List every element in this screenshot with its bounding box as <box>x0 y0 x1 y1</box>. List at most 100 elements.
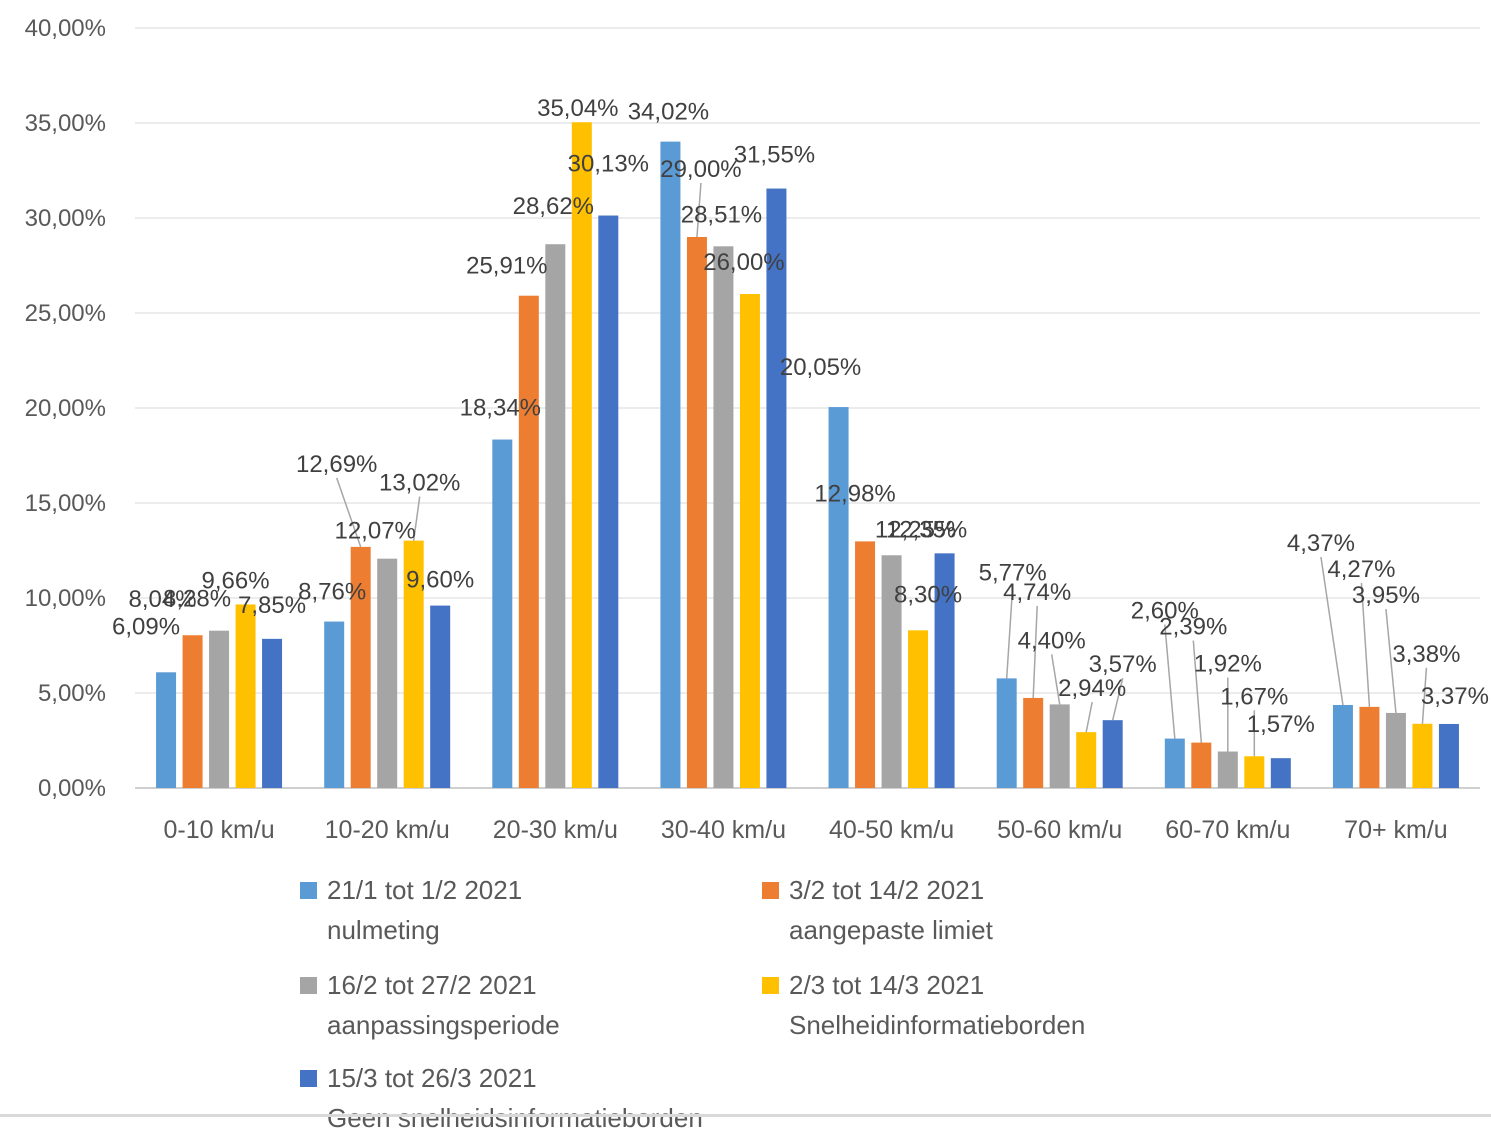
legend-label: 2/3 tot 14/3 2021 Snelheidinformatiebord… <box>789 970 1086 1040</box>
data-label: 26,00% <box>703 249 784 276</box>
data-label: 9,66% <box>202 567 270 594</box>
data-label: 6,09% <box>112 613 180 640</box>
label-leader-lines <box>335 182 1428 757</box>
bar <box>766 188 787 789</box>
y-tick-label: 25,00% <box>25 300 106 327</box>
bar <box>235 604 256 788</box>
y-tick-label: 35,00% <box>25 110 106 137</box>
data-label: 25,91% <box>466 253 547 280</box>
data-label: 1,92% <box>1194 651 1262 678</box>
bar <box>350 546 371 788</box>
bar <box>262 638 283 788</box>
data-label: 5,77% <box>979 559 1047 586</box>
data-label: 12,07% <box>334 518 415 545</box>
x-tick-label: 20-30 km/u <box>493 816 618 844</box>
data-label: 34,02% <box>628 99 709 126</box>
legend-swatch <box>300 977 317 994</box>
leader-line <box>1005 586 1014 679</box>
data-label: 8,30% <box>894 581 962 608</box>
data-label: 12,25% <box>875 516 956 543</box>
bar <box>996 678 1017 788</box>
bar <box>1385 712 1406 788</box>
x-tick-label: 50-60 km/u <box>997 816 1122 844</box>
bar <box>1164 738 1185 788</box>
data-label: 9,60% <box>406 567 474 594</box>
data-label: 12,69% <box>296 451 377 478</box>
bottom-border <box>0 1114 1491 1117</box>
x-tick-label: 0-10 km/u <box>163 816 274 844</box>
leader-line <box>412 496 421 541</box>
legend-label: 16/2 tot 27/2 2021 aanpassingsperiode <box>327 970 560 1040</box>
y-tick-label: 40,00% <box>25 15 106 42</box>
bar <box>881 555 902 788</box>
bar <box>855 541 876 788</box>
leader-line <box>1164 624 1176 739</box>
data-labels: 6,09% 8,76% 18,34% 34,02% 20,05% 5,77% 2,60% 4,… <box>112 95 1489 738</box>
bar <box>1270 758 1291 788</box>
bar <box>324 621 345 788</box>
data-label: 28,62% <box>513 193 594 220</box>
bar <box>1102 720 1123 788</box>
data-label: 3,57% <box>1089 651 1157 678</box>
leader-line <box>335 477 362 548</box>
bar-chart: 0,00% 5,00% 10,00% 15,00% 20,00% 25,00% 30,00%… <box>25 15 1489 844</box>
bar <box>660 141 681 788</box>
data-label: 20,05% <box>780 354 861 381</box>
leader-line <box>1320 556 1344 706</box>
bar <box>518 295 539 788</box>
bar <box>1412 723 1433 788</box>
data-label: 12,35% <box>886 516 967 543</box>
bar <box>1076 732 1097 788</box>
bar <box>182 635 203 788</box>
y-tick-label: 5,00% <box>38 680 106 707</box>
bar <box>377 558 398 788</box>
x-tick-label: 70+ km/u <box>1344 816 1448 844</box>
legend-label: 3/2 tot 14/2 2021 aangepaste limiet <box>789 875 993 945</box>
x-axis-ticks: 0-10 km/u 10-20 km/u 20-30 km/u 30-40 km/u 4… <box>163 816 1447 844</box>
data-label: 18,34% <box>460 395 541 422</box>
data-label: 3,95% <box>1352 582 1420 609</box>
leader-line <box>1032 605 1038 698</box>
data-label: 29,00% <box>660 156 741 183</box>
leader-line <box>696 182 702 238</box>
data-label: 4,74% <box>1003 579 1071 606</box>
data-label: 13,02% <box>379 470 460 497</box>
y-tick-label: 30,00% <box>25 205 106 232</box>
bar <box>1049 704 1070 788</box>
legend-swatch <box>762 882 779 899</box>
data-label: 2,94% <box>1058 675 1126 702</box>
x-tick-label: 60-70 km/u <box>1165 816 1290 844</box>
bar <box>1023 697 1044 788</box>
bar <box>492 439 513 788</box>
data-label: 4,40% <box>1018 627 1086 654</box>
data-label: 4,37% <box>1287 530 1355 557</box>
y-axis-ticks: 0,00% 5,00% 10,00% 15,00% 20,00% 25,00% 30,00%… <box>25 15 106 802</box>
y-tick-label: 10,00% <box>25 585 106 612</box>
bar <box>828 407 849 788</box>
bar <box>1244 756 1265 788</box>
legend-swatch <box>300 1070 317 1087</box>
data-label: 8,76% <box>298 579 366 606</box>
y-tick-label: 0,00% <box>38 775 106 802</box>
data-label: 3,37% <box>1421 683 1489 710</box>
bar <box>1332 704 1353 788</box>
data-label: 1,57% <box>1247 711 1315 738</box>
y-tick-label: 20,00% <box>25 395 106 422</box>
data-label: 28,51% <box>681 201 762 228</box>
bar <box>686 237 707 788</box>
bar <box>545 244 566 789</box>
bar <box>1359 706 1380 788</box>
leader-line <box>1085 701 1093 733</box>
data-label: 2,60% <box>1131 598 1199 625</box>
legend: 21/1 tot 1/2 2021 nulmeting 3/2 tot 14/2… <box>300 870 1300 1133</box>
data-label: 8,04% <box>129 586 197 613</box>
leader-line <box>1192 640 1203 743</box>
legend-label: 15/3 tot 26/3 2021 Geen snelheidsinforma… <box>327 1063 703 1133</box>
bar <box>156 672 177 788</box>
x-tick-label: 30-40 km/u <box>661 816 786 844</box>
legend-label: 21/1 tot 1/2 2021 nulmeting <box>327 875 523 945</box>
data-label: 4,27% <box>1327 556 1395 583</box>
bars <box>156 122 1459 789</box>
bar <box>403 540 424 788</box>
leader-line <box>1421 667 1428 724</box>
